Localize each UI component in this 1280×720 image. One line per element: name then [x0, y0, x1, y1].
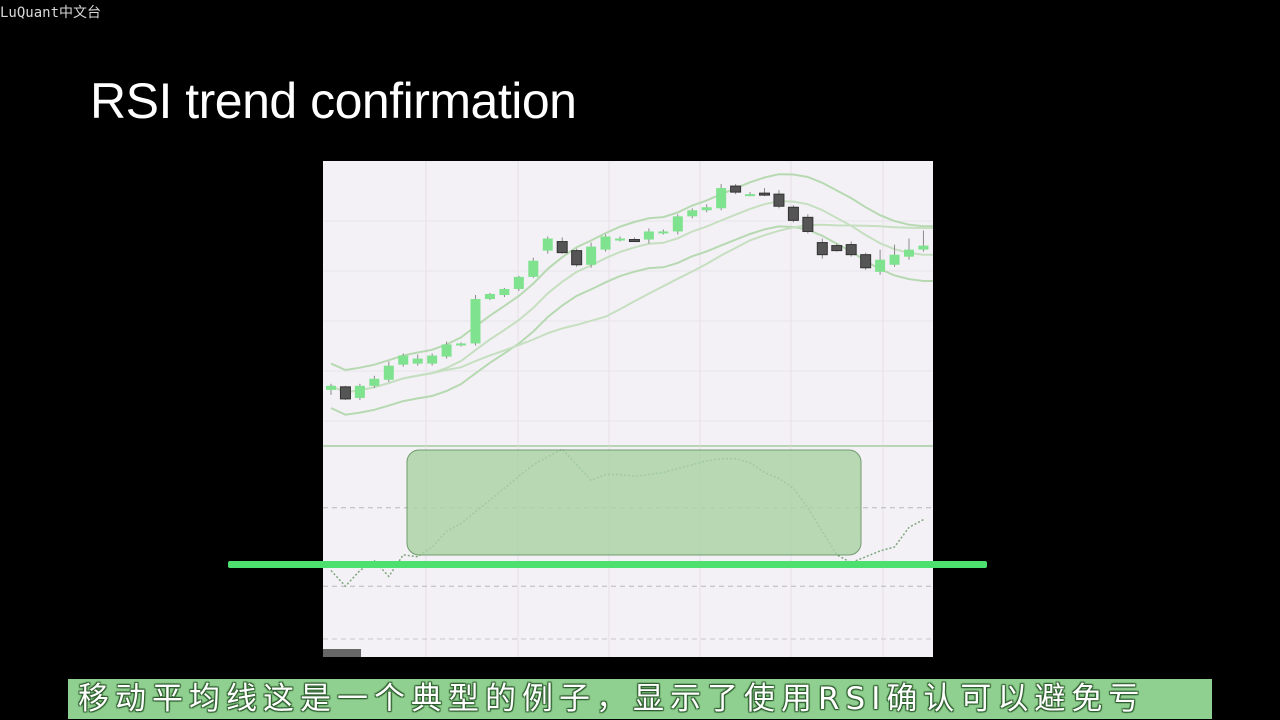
candle-body: [556, 241, 568, 254]
candle-body: [831, 245, 843, 252]
candle-body: [513, 276, 524, 289]
candle-body: [628, 239, 640, 243]
channel-watermark: LuQuant中文台: [0, 5, 102, 21]
candle-body: [484, 294, 495, 300]
candle-body: [730, 185, 742, 193]
corner-marker: [323, 649, 361, 657]
candle-body: [383, 365, 394, 380]
candle-body: [845, 244, 857, 256]
candle-body: [571, 250, 583, 266]
candle-body: [441, 344, 452, 357]
candle-body: [687, 210, 698, 217]
candle-body: [326, 385, 336, 390]
candle-body: [701, 207, 712, 211]
candle-body: [339, 386, 351, 400]
candle-body: [398, 355, 409, 365]
candle-body: [904, 249, 914, 257]
candle-body: [816, 242, 828, 256]
candle-body: [759, 192, 770, 196]
candle-body: [716, 188, 727, 209]
price-candles: [326, 184, 929, 400]
chart-background: [323, 161, 933, 657]
candle-body: [600, 236, 611, 250]
candle-body: [354, 385, 365, 398]
rsi-highlight-box: [406, 449, 862, 556]
candle-body: [412, 358, 423, 364]
price-grid: [323, 161, 933, 446]
trend-confirmation-line: [228, 561, 987, 568]
candle-body: [586, 246, 597, 265]
candle-body: [499, 288, 510, 296]
candle-body: [542, 238, 553, 251]
candle-body: [773, 193, 785, 207]
candle-body: [787, 206, 799, 221]
candle-body: [802, 216, 814, 232]
slow-moving-average: [330, 223, 933, 394]
candle-body: [875, 259, 886, 272]
candle-body: [427, 355, 438, 364]
candle-body: [615, 238, 625, 241]
upper-band: [330, 173, 933, 372]
candle-body: [918, 245, 929, 250]
candle-body: [889, 254, 900, 265]
candle-body: [658, 231, 669, 234]
subtitle-caption: 移动平均线这是一个典型的例子，显示了使用RSI确认可以避免亏: [78, 681, 1146, 717]
candlestick-chart: [323, 161, 933, 657]
candle-body: [860, 254, 872, 269]
slide-title: RSI trend confirmation: [90, 73, 577, 129]
candle-body: [456, 343, 467, 346]
candle-body: [528, 260, 539, 277]
candle-body: [672, 216, 683, 232]
candle-body: [745, 194, 756, 197]
subtitle-background: [68, 679, 1212, 719]
candle-body: [369, 378, 380, 386]
candle-body: [643, 231, 654, 240]
candle-body: [470, 299, 481, 344]
